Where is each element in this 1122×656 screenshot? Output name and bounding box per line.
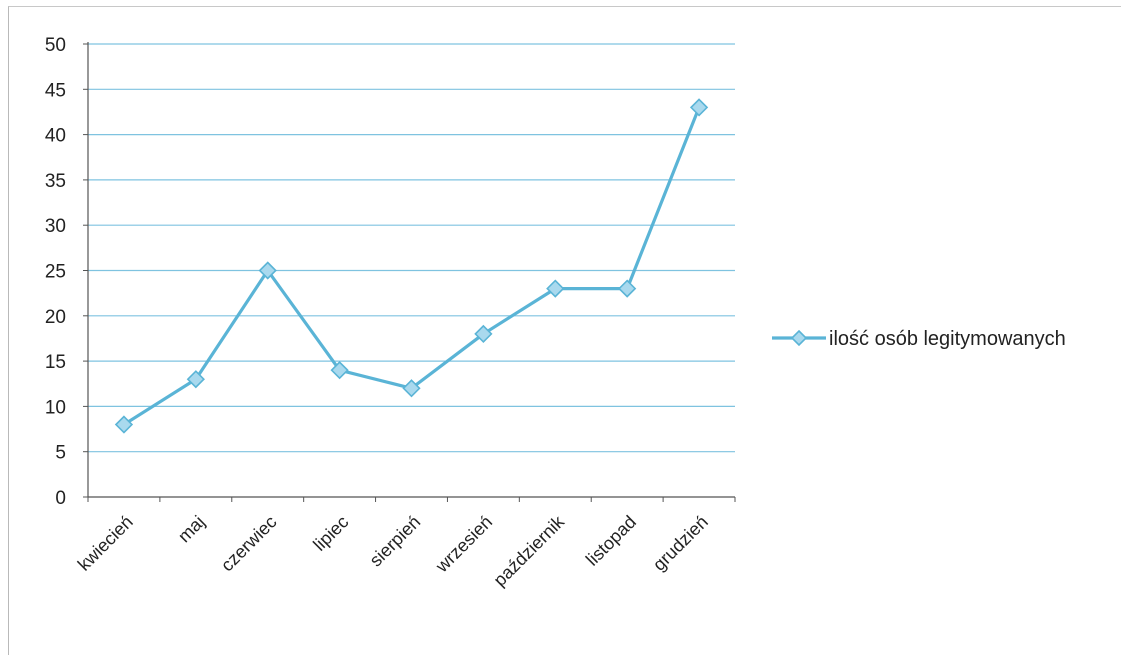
legend-diamond-marker xyxy=(790,329,808,347)
y-tick-label: 40 xyxy=(45,126,66,147)
chart-frame xyxy=(8,6,1121,655)
y-tick-label: 30 xyxy=(45,216,66,237)
x-tick-label: listopad xyxy=(582,512,640,570)
y-tick-label: 45 xyxy=(45,80,66,101)
legend-label: ilość osób legitymowanych xyxy=(829,328,1066,350)
x-tick-label: wrzesień xyxy=(431,512,496,577)
series-group xyxy=(114,98,709,434)
data-point-marker xyxy=(618,279,637,298)
data-point-marker xyxy=(258,261,277,280)
y-tick-label: 25 xyxy=(45,262,66,283)
y-tick-label: 15 xyxy=(45,352,66,373)
legend: ilość osób legitymowanych xyxy=(772,328,1066,350)
data-point-marker xyxy=(689,98,709,117)
data-point-marker xyxy=(402,379,421,398)
y-tick-label: 35 xyxy=(45,171,66,192)
y-tick-label: 0 xyxy=(55,488,66,509)
y-tick-label: 5 xyxy=(55,443,66,464)
x-tick-label: sierpień xyxy=(366,512,425,571)
y-tick-label: 10 xyxy=(45,397,66,418)
gridlines xyxy=(88,43,735,453)
x-tick-label: kwiecień xyxy=(74,512,137,575)
x-tick-label: maj xyxy=(174,512,209,547)
data-point-marker xyxy=(114,415,134,434)
x-tick-labels: kwiecień maj czerwiec lipiec sierpień wrzesie… xyxy=(74,511,712,590)
y-tick-label: 20 xyxy=(45,307,66,328)
x-tick-label: grudzień xyxy=(649,512,712,575)
data-point-marker xyxy=(546,279,565,298)
x-tick-label: czerwiec xyxy=(217,512,281,576)
y-tick-label: 50 xyxy=(45,35,66,56)
data-point-marker xyxy=(186,370,205,389)
x-tick-label: październik xyxy=(490,511,569,590)
series-line xyxy=(122,105,701,427)
data-point-marker xyxy=(330,361,349,380)
x-tick-label: lipiec xyxy=(309,512,352,555)
data-point-marker xyxy=(474,324,493,344)
y-tick-labels: 0 5 10 15 20 25 30 35 40 45 50 xyxy=(45,35,66,509)
axes xyxy=(83,42,736,502)
